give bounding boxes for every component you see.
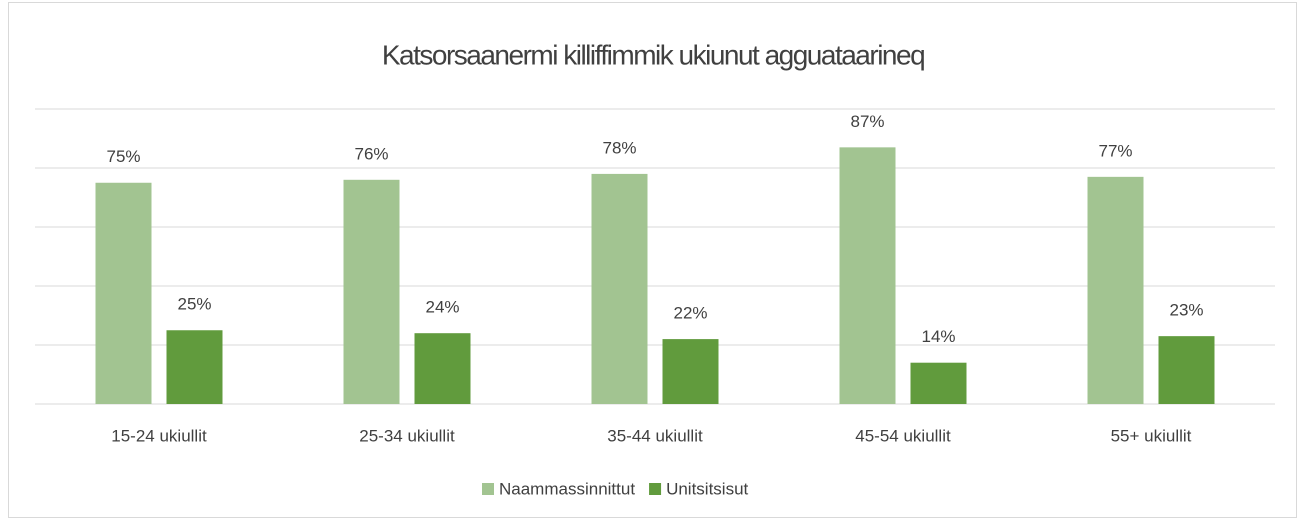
legend-label: Naammassinnittut: [499, 479, 635, 498]
data-label: 75%: [106, 147, 140, 166]
bar: [166, 330, 223, 404]
data-label: 77%: [1098, 141, 1132, 160]
data-label: 24%: [425, 298, 459, 317]
x-tick-label: 45-54 ukiullit: [855, 426, 951, 445]
legend-label: Unitsitsisut: [666, 479, 748, 498]
bar: [591, 173, 648, 404]
bar: [1087, 176, 1144, 404]
legend-swatch: [482, 483, 494, 495]
data-label: 14%: [921, 327, 955, 346]
bar: [343, 179, 400, 404]
bar: [414, 333, 471, 404]
data-label: 78%: [602, 138, 636, 157]
x-tick-label: 35-44 ukiullit: [607, 426, 703, 445]
x-tick-label: 55+ ukiullit: [1111, 426, 1192, 445]
data-label: 22%: [673, 304, 707, 323]
bar: [662, 339, 719, 404]
x-tick-label: 15-24 ukiullit: [111, 426, 207, 445]
bar: [910, 362, 967, 404]
data-label: 25%: [177, 295, 211, 314]
data-label: 23%: [1169, 301, 1203, 320]
x-tick-label: 25-34 ukiullit: [359, 426, 455, 445]
bar: [839, 147, 896, 404]
chart-title: Katsorsaanermi killiffimmik ukiunut aggu…: [382, 39, 924, 70]
data-label: 76%: [354, 144, 388, 163]
chart-border: [8, 2, 1297, 518]
data-label: 87%: [850, 112, 884, 131]
bar: [95, 182, 152, 404]
bar: [1158, 336, 1215, 404]
legend-swatch: [649, 483, 662, 495]
